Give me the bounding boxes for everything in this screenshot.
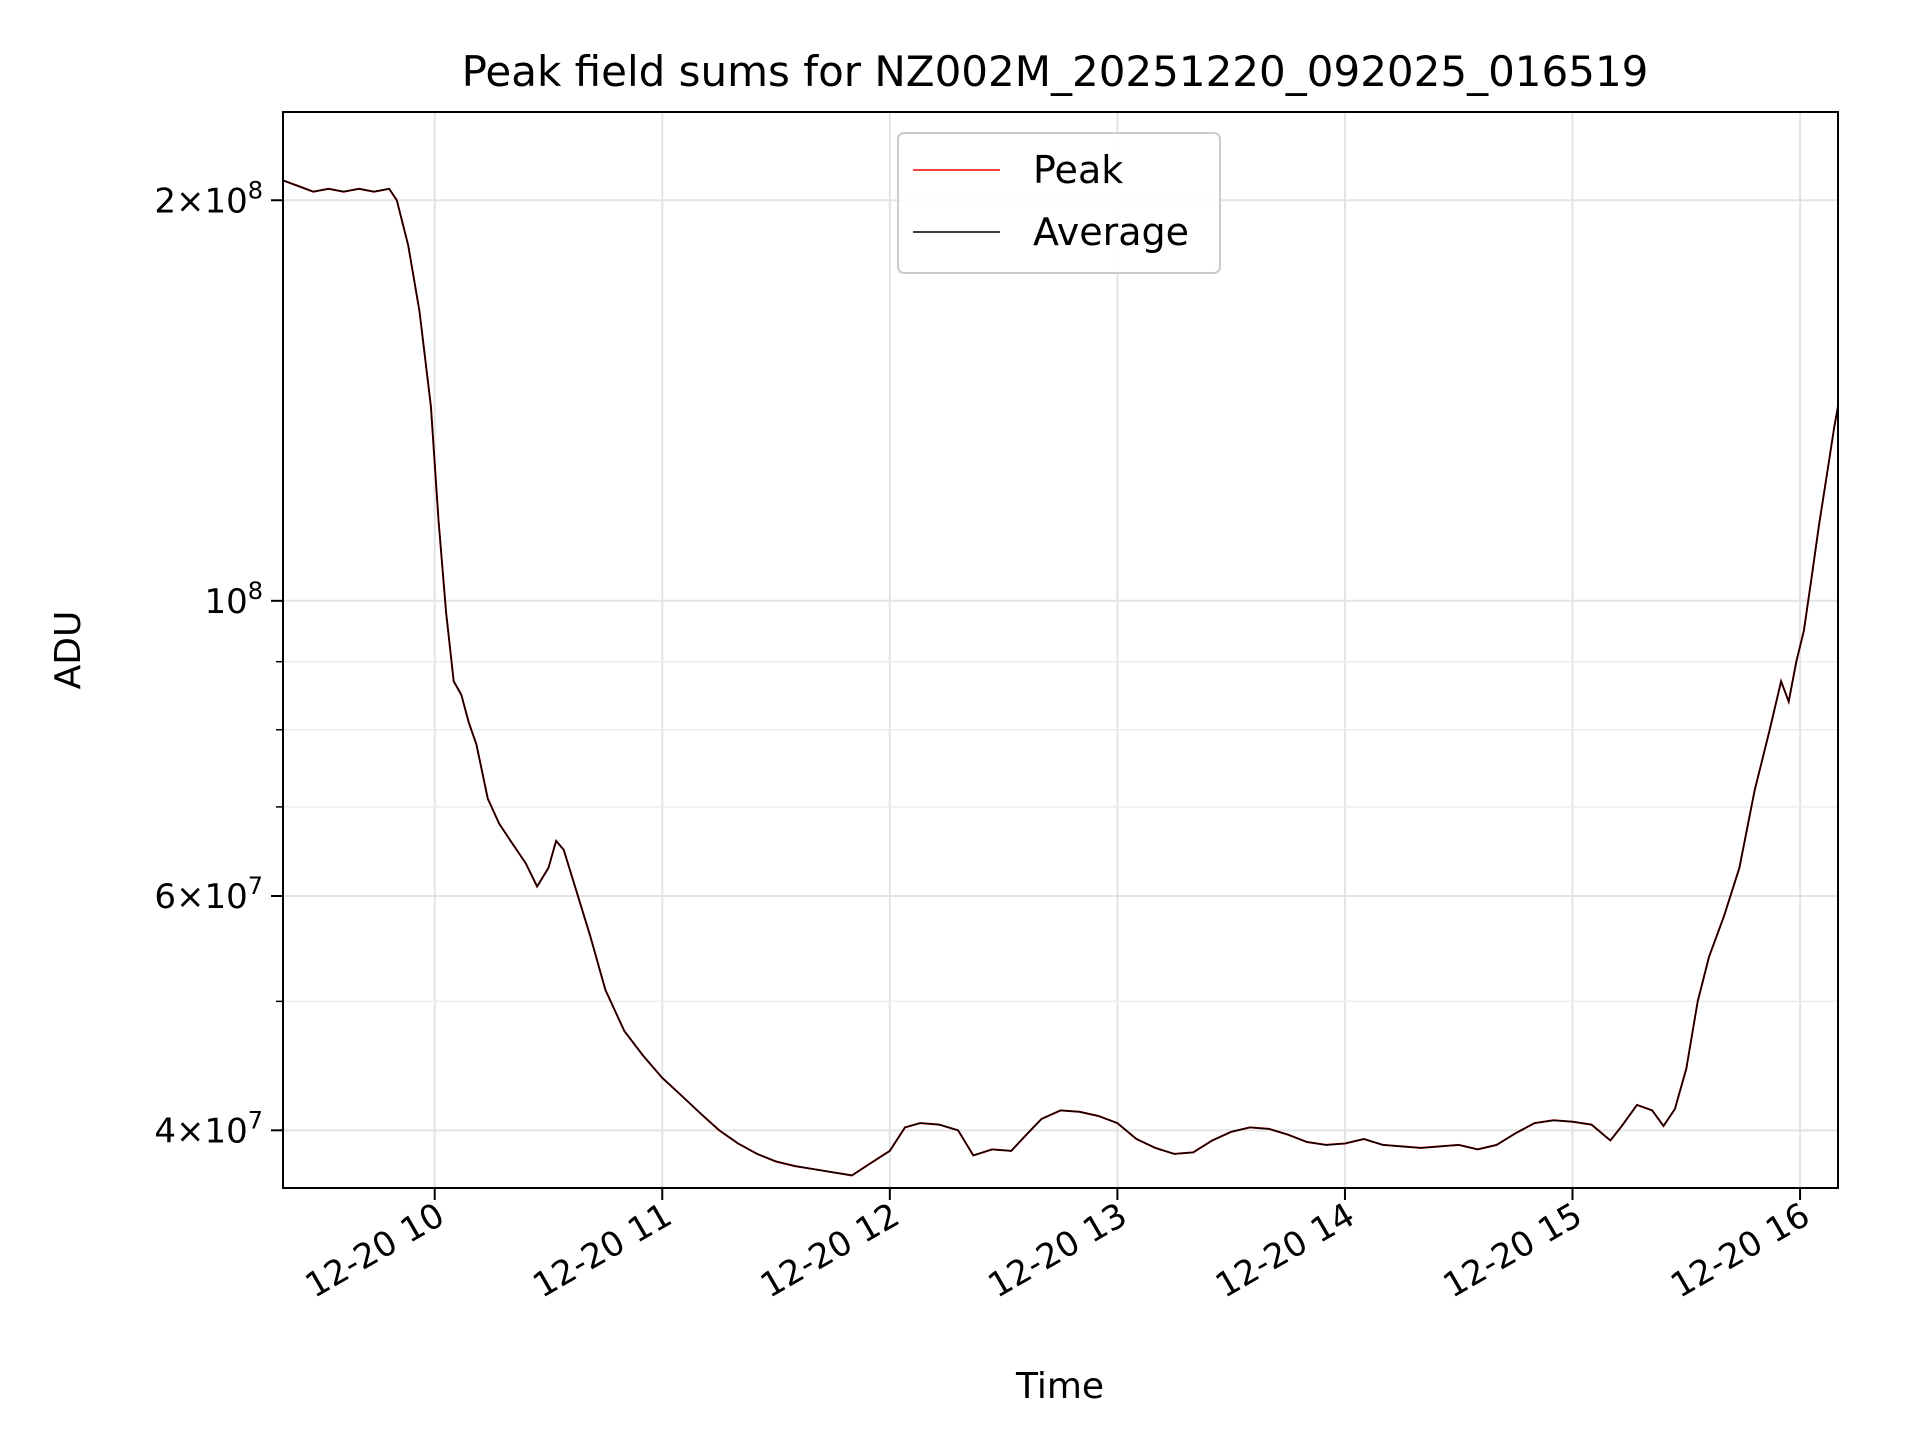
x-tick-label: 12-20 13 xyxy=(981,1195,1133,1306)
x-tick-label: 12-20 12 xyxy=(754,1195,906,1306)
x-tick-label: 12-20 15 xyxy=(1437,1195,1589,1306)
chart-title: Peak field sums for NZ002M_20251220_0920… xyxy=(462,47,1649,96)
x-tick-label: 12-20 10 xyxy=(299,1195,451,1306)
series-layer xyxy=(283,179,1838,1177)
x-axis-label: Time xyxy=(1015,1366,1104,1407)
y-tick-label: 108 xyxy=(204,577,263,622)
y-tick-label: 6×107 xyxy=(154,872,263,917)
x-tick-label: 12-20 14 xyxy=(1209,1195,1361,1306)
legend-label-average: Average xyxy=(1033,210,1189,254)
y-axis: 4×107 6×107 108 2×108 xyxy=(154,176,283,1151)
grid xyxy=(283,112,1838,1188)
legend-box xyxy=(897,132,1221,274)
legend-label-peak: Peak xyxy=(1033,148,1123,192)
y-axis-label: ADU xyxy=(48,611,89,690)
x-tick-label: 12-20 11 xyxy=(526,1195,678,1306)
x-axis: 12-20 10 12-20 11 12-20 12 12-20 13 12-20 14… xyxy=(299,1188,1817,1306)
plot-area-frame xyxy=(282,111,1839,1189)
y-tick-label: 2×108 xyxy=(154,176,263,221)
series-line-peak xyxy=(283,179,1838,1177)
series-line-average xyxy=(283,179,1838,1177)
y-tick-label: 4×107 xyxy=(154,1106,263,1151)
legend: Peak Average xyxy=(897,132,1221,274)
x-tick-label: 12-20 16 xyxy=(1664,1195,1816,1306)
